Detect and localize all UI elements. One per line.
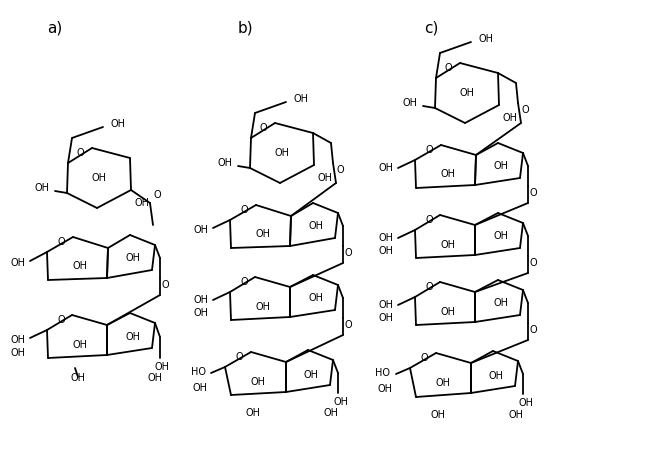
Text: O: O: [235, 352, 243, 362]
Text: OH: OH: [194, 225, 209, 235]
Text: O: O: [344, 320, 352, 330]
Text: O: O: [420, 353, 428, 363]
Text: OH: OH: [378, 163, 393, 173]
Text: OH: OH: [92, 173, 107, 183]
Text: O: O: [425, 145, 433, 155]
Text: O: O: [240, 205, 248, 215]
Text: OH: OH: [317, 173, 333, 183]
Text: OH: OH: [378, 384, 393, 394]
Text: OH: OH: [378, 246, 393, 256]
Text: OH: OH: [246, 408, 261, 418]
Text: O: O: [76, 148, 84, 158]
Text: HO: HO: [190, 367, 205, 377]
Text: OH: OH: [10, 335, 25, 345]
Text: O: O: [344, 248, 352, 258]
Text: OH: OH: [441, 169, 456, 179]
Text: O: O: [57, 237, 65, 247]
Text: O: O: [161, 280, 169, 290]
Text: OH: OH: [460, 88, 474, 98]
Text: OH: OH: [255, 229, 270, 239]
Text: OH: OH: [135, 198, 150, 208]
Text: O: O: [521, 105, 529, 115]
Text: OH: OH: [378, 233, 393, 243]
Text: OH: OH: [294, 94, 309, 104]
Text: OH: OH: [274, 148, 289, 158]
Text: OH: OH: [441, 307, 456, 317]
Text: OH: OH: [378, 313, 393, 323]
Text: O: O: [425, 215, 433, 225]
Text: OH: OH: [324, 408, 339, 418]
Text: O: O: [529, 325, 537, 335]
Text: OH: OH: [194, 308, 209, 318]
Text: OH: OH: [502, 113, 517, 123]
Text: b): b): [238, 21, 254, 36]
Text: O: O: [529, 188, 537, 198]
Text: OH: OH: [218, 158, 233, 168]
Text: OH: OH: [441, 240, 456, 250]
Text: O: O: [153, 190, 161, 200]
Text: O: O: [529, 258, 537, 268]
Text: OH: OH: [493, 231, 508, 241]
Text: OH: OH: [34, 183, 49, 193]
Text: OH: OH: [478, 34, 493, 44]
Text: OH: OH: [73, 261, 88, 271]
Text: OH: OH: [378, 300, 393, 310]
Text: OH: OH: [73, 340, 88, 350]
Text: OH: OH: [148, 373, 162, 383]
Text: OH: OH: [309, 221, 324, 231]
Text: OH: OH: [70, 373, 86, 383]
Text: OH: OH: [493, 298, 508, 308]
Text: OH: OH: [304, 370, 318, 380]
Text: O: O: [259, 123, 266, 133]
Text: OH: OH: [250, 377, 265, 387]
Text: OH: OH: [508, 410, 523, 420]
Text: O: O: [444, 63, 452, 73]
Text: OH: OH: [192, 383, 207, 393]
Text: OH: OH: [125, 253, 140, 263]
Text: OH: OH: [430, 410, 445, 420]
Text: O: O: [336, 165, 344, 175]
Text: O: O: [425, 282, 433, 292]
Text: OH: OH: [194, 295, 209, 305]
Text: OH: OH: [493, 161, 508, 171]
Text: OH: OH: [10, 348, 25, 358]
Text: a): a): [47, 21, 62, 36]
Text: c): c): [424, 21, 438, 36]
Text: OH: OH: [255, 302, 270, 312]
Text: HO: HO: [376, 368, 391, 378]
Text: OH: OH: [402, 98, 417, 108]
Text: O: O: [57, 315, 65, 325]
Text: OH: OH: [436, 378, 450, 388]
Text: OH: OH: [111, 119, 125, 129]
Text: OH: OH: [489, 371, 504, 381]
Text: OH: OH: [519, 398, 534, 408]
Text: O: O: [240, 277, 248, 287]
Text: OH: OH: [333, 397, 348, 407]
Text: OH: OH: [10, 258, 25, 268]
Text: OH: OH: [125, 332, 140, 342]
Text: OH: OH: [309, 293, 324, 303]
Text: OH: OH: [155, 362, 170, 372]
